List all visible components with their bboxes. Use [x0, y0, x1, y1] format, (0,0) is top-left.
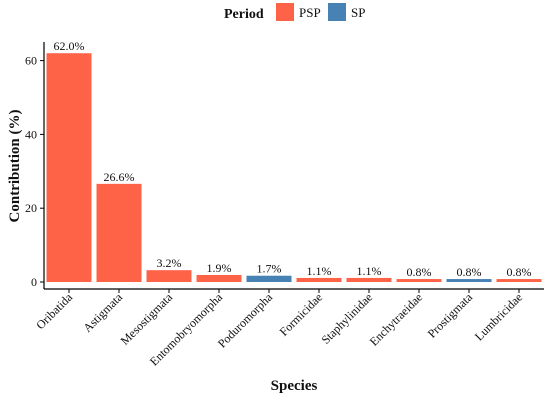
- legend: Period PSP SP: [224, 3, 365, 22]
- x-tick-label-formicidae: Formicidae: [277, 290, 326, 339]
- x-tick-label-astigmata: Astigmata: [80, 290, 125, 335]
- x-ticks: Oribatida AstigmataMesostigmataEntomobryo…: [33, 289, 525, 368]
- bar-astigmata: [96, 183, 142, 282]
- data-label-lumbricidae: 0.8%: [507, 265, 532, 279]
- data-labels: 62.0% 26.6% 3.2% 1.9% 1.7% 1.1% 1.1% 0.8% 0.8% 0.…: [54, 39, 532, 279]
- bar-prostigmata: [446, 279, 492, 282]
- data-label-mesostigmata: 3.2%: [157, 256, 182, 270]
- data-label-enchytraeidae: 0.8%: [407, 265, 432, 279]
- x-tick-label-poduromorpha: Poduromorpha: [215, 290, 276, 351]
- y-tick-label-20: 20: [25, 201, 37, 215]
- y-tick-label-60: 60: [25, 54, 37, 68]
- x-axis-title: Species: [271, 378, 318, 394]
- data-label-entomobryomorpha: 1.9%: [207, 261, 232, 275]
- bar-entomobryomorpha: [196, 274, 242, 282]
- data-label-staphylinidae: 1.1%: [357, 264, 382, 278]
- bar-staphylinidae: [346, 277, 392, 282]
- legend-title: Period: [224, 7, 264, 22]
- legend-swatch-psp: [276, 3, 294, 21]
- y-ticks: 0 20 40 60: [25, 54, 44, 289]
- data-label-poduromorpha: 1.7%: [257, 262, 282, 276]
- data-label-prostigmata: 0.8%: [457, 265, 482, 279]
- axes: [43, 42, 544, 290]
- bar-enchytraeidae: [396, 279, 442, 282]
- data-label-astigmata: 26.6%: [104, 170, 135, 184]
- x-tick-label-prostigmata: Prostigmata: [425, 290, 476, 341]
- data-label-formicidae: 1.1%: [307, 264, 332, 278]
- legend-swatch-sp: [328, 3, 346, 21]
- x-tick-label-oribatida: Oribatida: [33, 290, 75, 332]
- data-label-oribatida: 62.0%: [54, 39, 85, 53]
- bar-mesostigmata: [146, 270, 192, 282]
- legend-label-psp: PSP: [299, 5, 321, 20]
- bars: [46, 53, 542, 282]
- y-tick-label-0: 0: [31, 275, 37, 289]
- legend-label-sp: SP: [351, 5, 365, 20]
- bar-formicidae: [296, 277, 342, 282]
- x-tick-label-enchytraeidae: Enchytraeidae: [367, 290, 425, 348]
- bar-lumbricidae: [496, 279, 542, 282]
- bar-poduromorpha: [246, 275, 292, 282]
- x-tick-label-lumbricidae: Lumbricidae: [472, 290, 525, 343]
- y-tick-label-40: 40: [25, 127, 37, 141]
- bar-oribatida: [46, 53, 92, 282]
- y-axis-title: Contribution (%): [7, 110, 23, 223]
